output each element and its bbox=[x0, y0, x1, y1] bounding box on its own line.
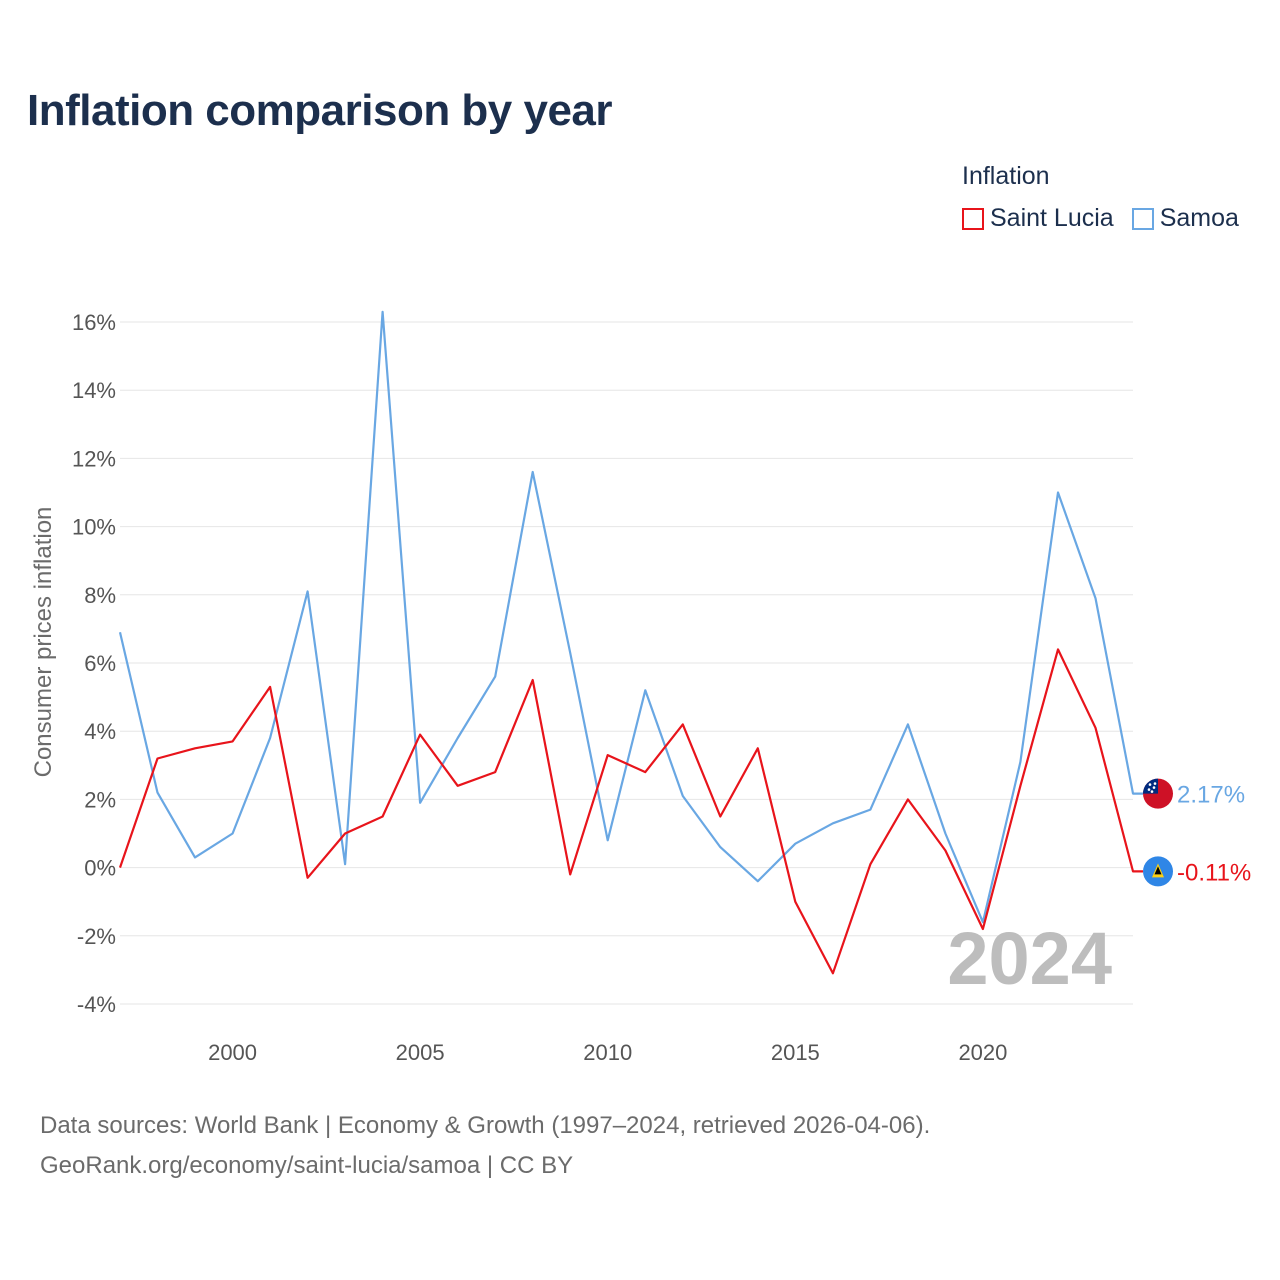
y-axis-label: Consumer prices inflation bbox=[30, 507, 57, 778]
data-point-saint-lucia[interactable] bbox=[380, 813, 386, 819]
data-point-samoa[interactable] bbox=[680, 793, 686, 799]
legend-item-samoa[interactable]: Samoa bbox=[1131, 204, 1239, 233]
x-tick-label: 2015 bbox=[771, 1040, 820, 1065]
data-point-samoa[interactable] bbox=[230, 831, 236, 837]
series-end-markers: 2.17% -0.11% bbox=[1143, 778, 1251, 887]
y-tick-label: 12% bbox=[72, 446, 116, 471]
data-point-saint-lucia[interactable] bbox=[305, 875, 311, 881]
data-point-samoa[interactable] bbox=[830, 820, 836, 826]
data-point-saint-lucia[interactable] bbox=[642, 769, 648, 775]
x-tick-label: 2020 bbox=[958, 1040, 1007, 1065]
y-tick-label: 2% bbox=[84, 787, 116, 812]
data-point-samoa[interactable] bbox=[530, 469, 536, 475]
x-tick-label: 2005 bbox=[396, 1040, 445, 1065]
data-point-saint-lucia[interactable] bbox=[192, 745, 198, 751]
samoa-flag-icon bbox=[1143, 778, 1173, 809]
data-point-saint-lucia[interactable] bbox=[717, 813, 723, 819]
data-point-samoa[interactable] bbox=[342, 861, 348, 867]
data-point-samoa[interactable] bbox=[792, 841, 798, 847]
legend-label-saint-lucia: Saint Lucia bbox=[990, 204, 1114, 232]
year-watermark: 2024 bbox=[947, 917, 1112, 1000]
legend-item-saint-lucia[interactable]: Saint Lucia bbox=[962, 204, 1114, 233]
saint-lucia-flag-icon bbox=[1143, 856, 1173, 887]
footer-url[interactable]: GeoRank.org/economy/saint-lucia/samoa | … bbox=[40, 1152, 574, 1179]
data-point-saint-lucia[interactable] bbox=[830, 970, 836, 976]
data-point-samoa[interactable] bbox=[1055, 490, 1061, 496]
data-point-saint-lucia[interactable] bbox=[680, 721, 686, 727]
data-point-saint-lucia[interactable] bbox=[1055, 646, 1061, 652]
line-chart: -4% -2% 0% 2% 4% 6% 8% 10% 12% 14% 16% 2000 2005 201… bbox=[30, 309, 1251, 1065]
y-tick-label: 16% bbox=[72, 310, 116, 335]
data-point-saint-lucia[interactable] bbox=[492, 769, 498, 775]
data-point-saint-lucia[interactable] bbox=[1092, 725, 1098, 731]
y-tick-label: -2% bbox=[77, 924, 116, 949]
data-point-saint-lucia[interactable] bbox=[155, 755, 161, 761]
series-line-saint-lucia[interactable] bbox=[118, 648, 1143, 975]
data-point-samoa[interactable] bbox=[1017, 759, 1023, 765]
data-point-saint-lucia[interactable] bbox=[980, 926, 986, 932]
data-point-saint-lucia[interactable] bbox=[117, 865, 123, 871]
data-point-samoa[interactable] bbox=[417, 800, 423, 806]
data-point-samoa[interactable] bbox=[492, 674, 498, 680]
data-point-saint-lucia[interactable] bbox=[417, 732, 423, 738]
series-line-samoa[interactable] bbox=[118, 310, 1143, 924]
chart-title: Inflation comparison by year bbox=[27, 86, 613, 135]
legend-label-samoa: Samoa bbox=[1159, 204, 1239, 232]
data-point-samoa[interactable] bbox=[942, 831, 948, 837]
data-point-samoa[interactable] bbox=[380, 309, 386, 315]
y-tick-label: 10% bbox=[72, 515, 116, 540]
data-point-saint-lucia[interactable] bbox=[1130, 868, 1136, 874]
x-axis-ticks: 2000 2005 2010 2015 2020 bbox=[208, 1040, 1007, 1065]
footer-sources: Data sources: World Bank | Economy & Gro… bbox=[40, 1112, 931, 1139]
data-point-saint-lucia[interactable] bbox=[942, 848, 948, 854]
data-point-samoa[interactable] bbox=[455, 735, 461, 741]
data-point-saint-lucia[interactable] bbox=[605, 752, 611, 758]
footer: Data sources: World Bank | Economy & Gro… bbox=[40, 1106, 930, 1186]
data-point-samoa[interactable] bbox=[755, 878, 761, 884]
series-lines bbox=[117, 309, 1143, 976]
data-point-samoa[interactable] bbox=[1092, 595, 1098, 601]
data-point-saint-lucia[interactable] bbox=[530, 677, 536, 683]
end-label-saint-lucia: -0.11% bbox=[1177, 859, 1251, 886]
data-point-saint-lucia[interactable] bbox=[267, 684, 273, 690]
data-point-samoa[interactable] bbox=[867, 807, 873, 813]
data-point-saint-lucia[interactable] bbox=[230, 738, 236, 744]
data-point-samoa[interactable] bbox=[155, 790, 161, 796]
end-label-samoa: 2.17% bbox=[1177, 782, 1245, 809]
y-tick-label: -4% bbox=[77, 992, 116, 1017]
data-point-samoa[interactable] bbox=[905, 721, 911, 727]
y-axis-ticks: -4% -2% 0% 2% 4% 6% 8% 10% 12% 14% 16% bbox=[72, 310, 116, 1017]
y-tick-label: 14% bbox=[72, 378, 116, 403]
legend-title: Inflation bbox=[962, 162, 1050, 190]
data-point-saint-lucia[interactable] bbox=[905, 796, 911, 802]
x-tick-label: 2000 bbox=[208, 1040, 257, 1065]
data-point-samoa[interactable] bbox=[305, 588, 311, 594]
data-point-saint-lucia[interactable] bbox=[342, 831, 348, 837]
data-point-samoa[interactable] bbox=[717, 844, 723, 850]
data-point-saint-lucia[interactable] bbox=[567, 871, 573, 877]
data-point-saint-lucia[interactable] bbox=[792, 899, 798, 905]
y-tick-label: 4% bbox=[84, 719, 116, 744]
data-point-samoa[interactable] bbox=[605, 837, 611, 843]
data-point-samoa[interactable] bbox=[192, 854, 198, 860]
data-point-samoa[interactable] bbox=[117, 629, 123, 635]
legend-swatch-saint-lucia bbox=[962, 207, 984, 230]
legend: Saint Lucia Samoa bbox=[962, 204, 1257, 233]
data-point-saint-lucia[interactable] bbox=[455, 783, 461, 789]
data-point-samoa[interactable] bbox=[267, 735, 273, 741]
data-point-saint-lucia[interactable] bbox=[1017, 783, 1023, 789]
data-point-samoa[interactable] bbox=[567, 650, 573, 656]
y-tick-label: 6% bbox=[84, 651, 116, 676]
y-tick-label: 8% bbox=[84, 583, 116, 608]
data-point-samoa[interactable] bbox=[1130, 791, 1136, 797]
gridlines bbox=[120, 321, 1133, 1005]
y-tick-label: 0% bbox=[84, 856, 116, 881]
x-tick-label: 2010 bbox=[583, 1040, 632, 1065]
legend-swatch-samoa bbox=[1131, 207, 1154, 230]
data-point-samoa[interactable] bbox=[642, 687, 648, 693]
data-point-saint-lucia[interactable] bbox=[755, 745, 761, 751]
data-point-saint-lucia[interactable] bbox=[867, 861, 873, 867]
